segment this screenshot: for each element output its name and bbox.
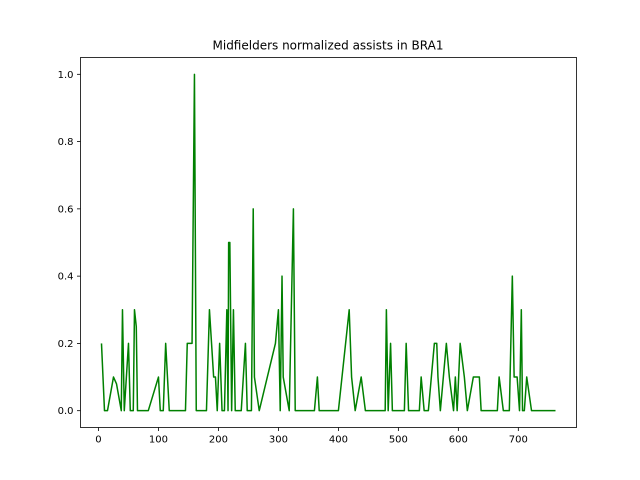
series-line xyxy=(100,73,556,412)
x-tick-label: 0 xyxy=(95,435,101,446)
y-tick-label: 0.6 xyxy=(58,204,74,215)
plot-series xyxy=(100,73,556,412)
x-tick-label: 300 xyxy=(269,435,288,446)
chart-title: Midfielders normalized assists in BRA1 xyxy=(213,39,444,53)
x-tick-label: 100 xyxy=(149,435,168,446)
y-tick-label: 0.2 xyxy=(58,339,74,350)
y-tick-label: 1.0 xyxy=(58,70,74,81)
x-tick-label: 400 xyxy=(329,435,348,446)
y-tick-label: 0.8 xyxy=(58,137,74,148)
x-tick-label: 700 xyxy=(509,435,528,446)
x-axis-ticks: 0 100 200 300 400 500 600 700 xyxy=(95,427,528,446)
y-tick-label: 0.4 xyxy=(58,272,74,283)
x-tick-label: 600 xyxy=(449,435,468,446)
x-tick-label: 500 xyxy=(389,435,408,446)
y-tick-label: 0.0 xyxy=(58,406,74,417)
x-tick-label: 200 xyxy=(209,435,228,446)
y-axis-ticks: 0.0 0.2 0.4 0.6 0.8 1.0 xyxy=(58,70,81,417)
plot-area-frame xyxy=(80,57,577,428)
